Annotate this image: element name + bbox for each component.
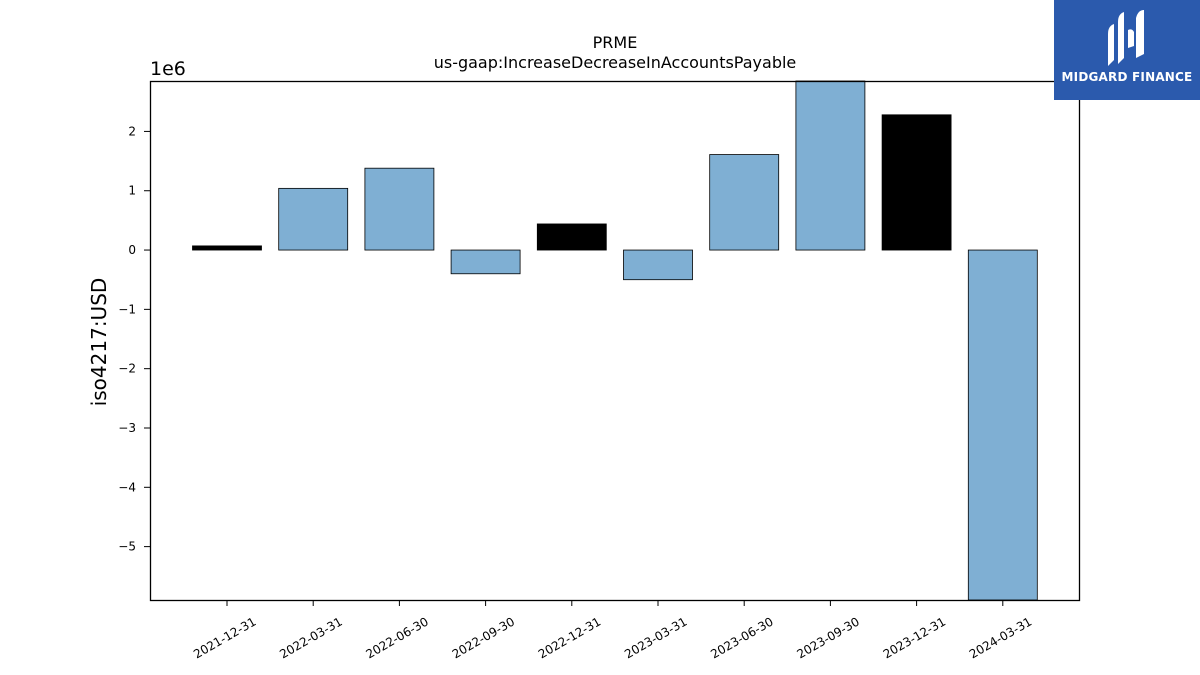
y-tick-label: −5: [118, 540, 136, 554]
bar-2023-06-30: [709, 154, 780, 251]
y-tick-label: 2: [128, 124, 136, 138]
y-tick-label: −4: [118, 480, 136, 494]
y-tick-label: −2: [118, 362, 136, 376]
y-axis-label: iso4217:USD: [87, 278, 111, 407]
bars-layer: [192, 80, 1038, 601]
x-tick-label: 2023-12-31: [881, 614, 948, 661]
y-tick-label: 1: [128, 184, 136, 198]
bar-2023-09-30: [795, 80, 866, 251]
midgard-finance-logo: MIDGARD FINANCE: [1054, 0, 1200, 100]
x-tick-label: 2023-06-30: [708, 614, 775, 661]
bar-2023-03-31: [623, 249, 693, 281]
x-tick-label: 2024-03-31: [967, 614, 1034, 661]
bar-2023-12-31: [881, 114, 952, 251]
bar-2022-12-31: [536, 223, 607, 251]
y-tick-label: −3: [118, 421, 136, 435]
y-tick-label: −1: [118, 302, 136, 316]
midgard-logo-mark-icon: [1108, 10, 1144, 66]
plot-frame: [149, 80, 1081, 602]
x-tick-label: 2022-09-30: [450, 614, 517, 661]
y-scale-label: 1e6: [150, 58, 186, 80]
chart-subtitle: us-gaap:IncreaseDecreaseInAccountsPayabl…: [434, 53, 797, 72]
brand-name: MIDGARD FINANCE: [1061, 70, 1193, 84]
bar-2022-06-30: [364, 167, 435, 251]
x-tick-label: 2022-03-31: [277, 614, 344, 661]
bar-2022-09-30: [450, 249, 521, 275]
x-tick-label: 2022-12-31: [536, 614, 603, 661]
x-tick-label: 2022-06-30: [363, 614, 430, 661]
chart-title: PRME: [593, 33, 638, 52]
y-tick-label: 0: [128, 243, 136, 257]
bar-2024-03-31: [967, 249, 1038, 601]
bar-2021-12-31: [192, 245, 262, 251]
x-tick-label: 2023-03-31: [622, 614, 689, 661]
x-axis-ticks: 2021-12-31 2022-03-31 2022-06-30 2022-09-30…: [191, 600, 1034, 661]
x-tick-label: 2023-09-30: [794, 614, 861, 661]
bar-2022-03-31: [278, 187, 349, 251]
x-tick-label: 2021-12-31: [191, 614, 258, 661]
y-axis-ticks: −5 −4 −3 −2 −1 0 1 2: [118, 124, 150, 554]
